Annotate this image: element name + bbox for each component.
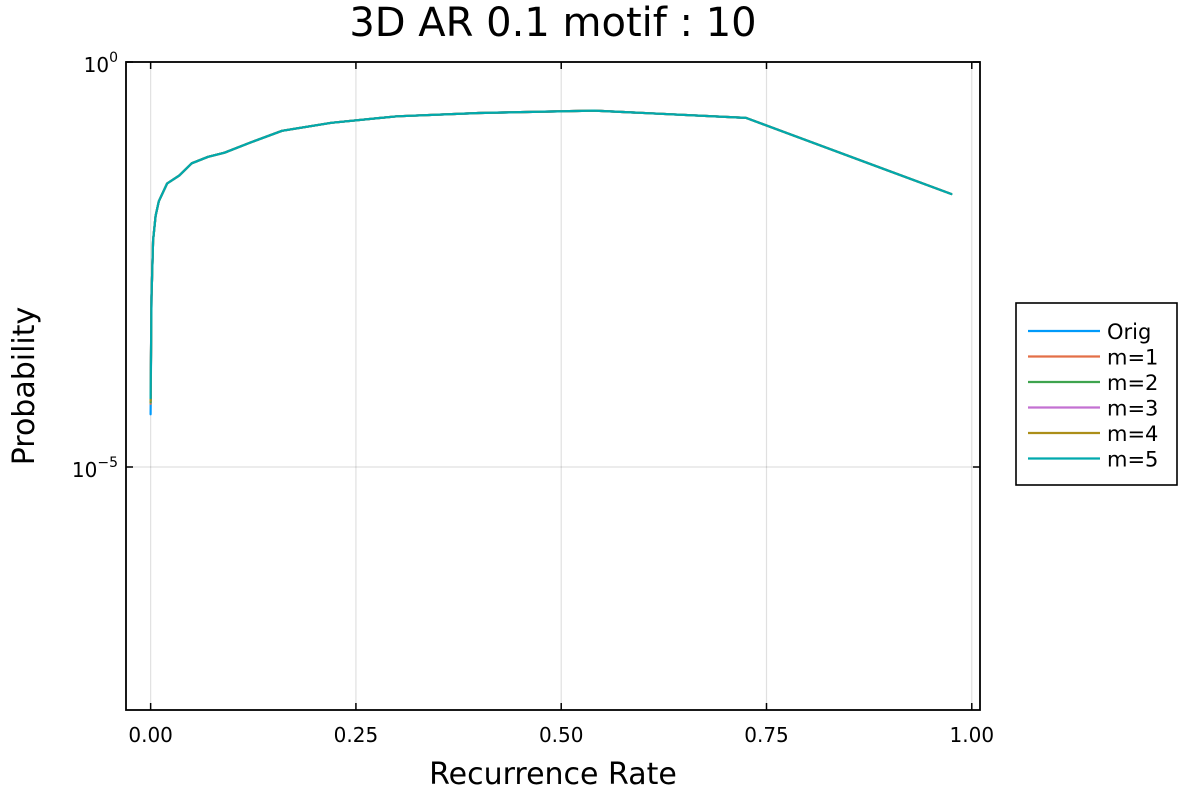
y-tick-base: 10 <box>72 458 97 482</box>
legend-label: m=2 <box>1107 371 1158 395</box>
legend-label: m=5 <box>1107 448 1158 472</box>
x-tick-label: 1.00 <box>950 723 995 747</box>
x-tick-label: 0.00 <box>128 723 173 747</box>
x-axis-ticks: 0.00 0.25 0.50 0.75 1.00 <box>128 62 994 747</box>
y-tick-exponent: 0 <box>109 50 118 66</box>
legend-label: m=1 <box>1107 346 1158 370</box>
legend-label: Orig <box>1107 320 1151 344</box>
legend-label: m=4 <box>1107 422 1158 446</box>
x-tick-label: 0.25 <box>334 723 379 747</box>
y-tick-exponent: −5 <box>97 455 118 471</box>
y-tick-label: 10−5 <box>72 455 118 482</box>
legend-box <box>1015 302 1178 486</box>
x-tick-label: 0.50 <box>539 723 584 747</box>
x-tick-label: 0.75 <box>744 723 789 747</box>
y-axis-label: Probability <box>7 307 42 466</box>
y-tick-label: 100 <box>84 50 118 77</box>
plot-frame <box>125 61 981 711</box>
chart-title: 3D AR 0.1 motif : 10 <box>349 0 756 46</box>
series-lines <box>149 109 953 416</box>
legend-label: m=3 <box>1107 397 1158 421</box>
series-line-m-5 <box>149 109 953 400</box>
x-axis-label: Recurrence Rate <box>429 757 677 792</box>
y-tick-base: 10 <box>84 53 109 77</box>
